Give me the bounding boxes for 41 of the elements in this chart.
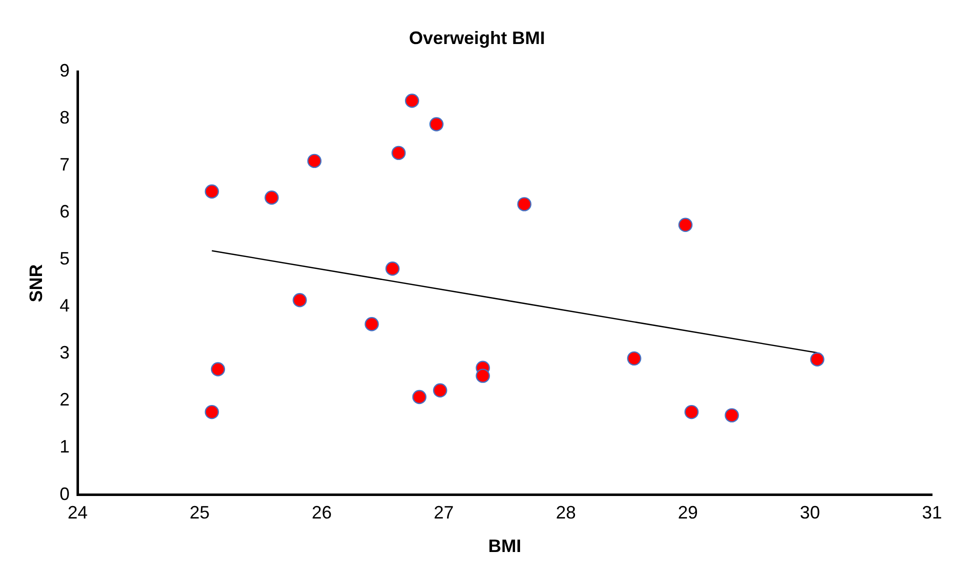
chart-title: Overweight BMI [408,28,546,48]
point [412,390,426,404]
point [476,368,490,383]
y-tick-label: 4 [60,296,70,316]
y-tick-label: 6 [60,202,70,222]
point [627,351,642,366]
point [392,146,406,160]
y-tick-label: 8 [60,108,70,128]
x-tick-label: 27 [434,502,454,523]
point [364,317,379,332]
y-tick-label: 2 [60,390,70,410]
y-axis-title: SNR [26,264,46,302]
x-tick-label: 26 [312,502,332,523]
y-tick-label: 0 [60,484,70,504]
x-tick-label: 29 [678,502,698,523]
point [210,362,226,376]
point [307,154,322,168]
y-tick-label: 5 [60,248,70,269]
x-tick-label: 30 [800,502,820,523]
point [810,352,824,366]
point [204,404,219,420]
point [433,383,448,398]
point [385,262,400,276]
point [292,293,307,308]
point [517,197,532,212]
point [678,218,693,232]
point [724,408,739,422]
point [429,117,444,132]
x-tick-label: 25 [190,502,210,523]
y-tick-label: 7 [60,154,70,175]
x-tick-label: 28 [556,502,576,523]
x-tick-label: 31 [922,502,942,523]
point [404,94,420,108]
point [684,404,699,420]
y-tick-label: 3 [60,342,70,363]
y-tick-label: 1 [60,436,70,457]
x-tick-label: 24 [68,502,88,523]
y-tick-label: 9 [60,60,70,81]
x-axis-title: BMI [488,536,522,556]
point [204,184,219,199]
point [264,190,279,205]
